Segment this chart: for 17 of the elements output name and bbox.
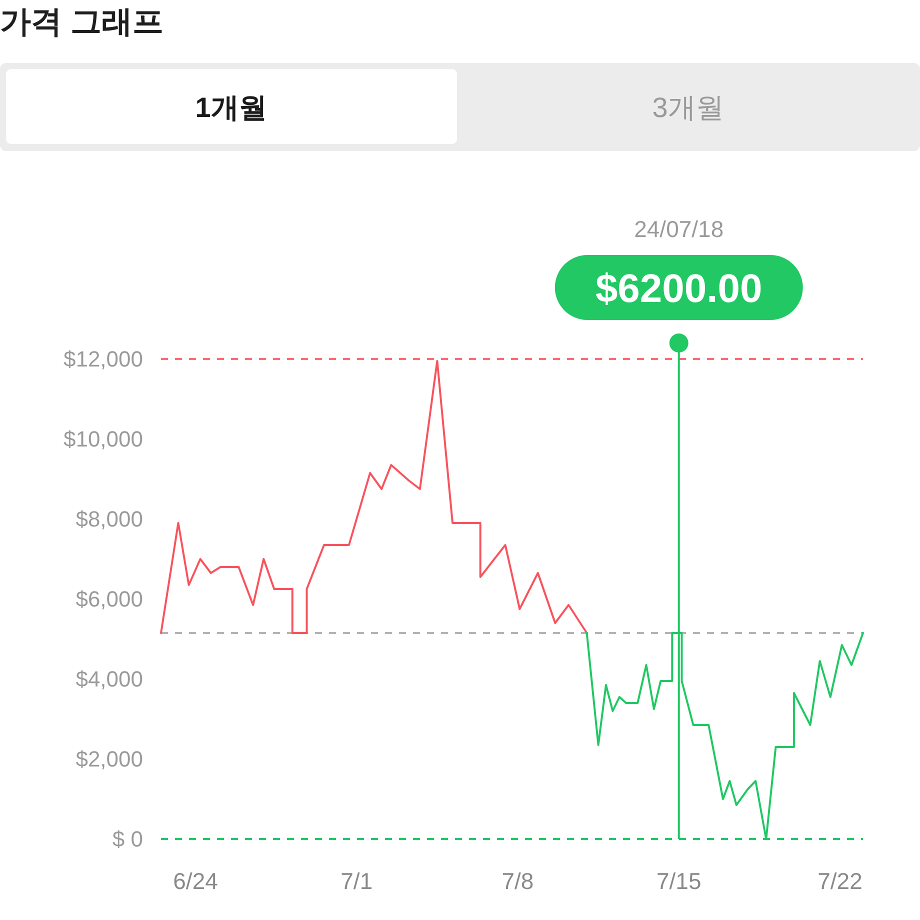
text: 24/07/18 (634, 216, 724, 242)
y-tick-label: $12,000 (63, 346, 143, 372)
y-tick-label: $8,000 (76, 506, 143, 532)
x-tick-label: 7/22 (818, 868, 862, 894)
x-tick-label: 7/15 (656, 868, 702, 894)
y-tick-label: $4,000 (76, 666, 143, 692)
x-tick-label: 7/8 (502, 868, 534, 894)
text: 3개월 (652, 92, 724, 123)
y-tick-label: $10,000 (63, 426, 143, 452)
y-tick-label: $2,000 (76, 746, 143, 772)
chart-title: 가격 그래프 (0, 4, 164, 39)
text: 1개월 (195, 92, 267, 123)
text: $6200.00 (595, 267, 762, 311)
x-tick-label: 7/1 (340, 868, 373, 894)
y-tick-label: $6,000 (76, 586, 143, 612)
y-tick-label: $ 0 (112, 826, 143, 852)
x-tick-label: 6/24 (173, 868, 218, 894)
